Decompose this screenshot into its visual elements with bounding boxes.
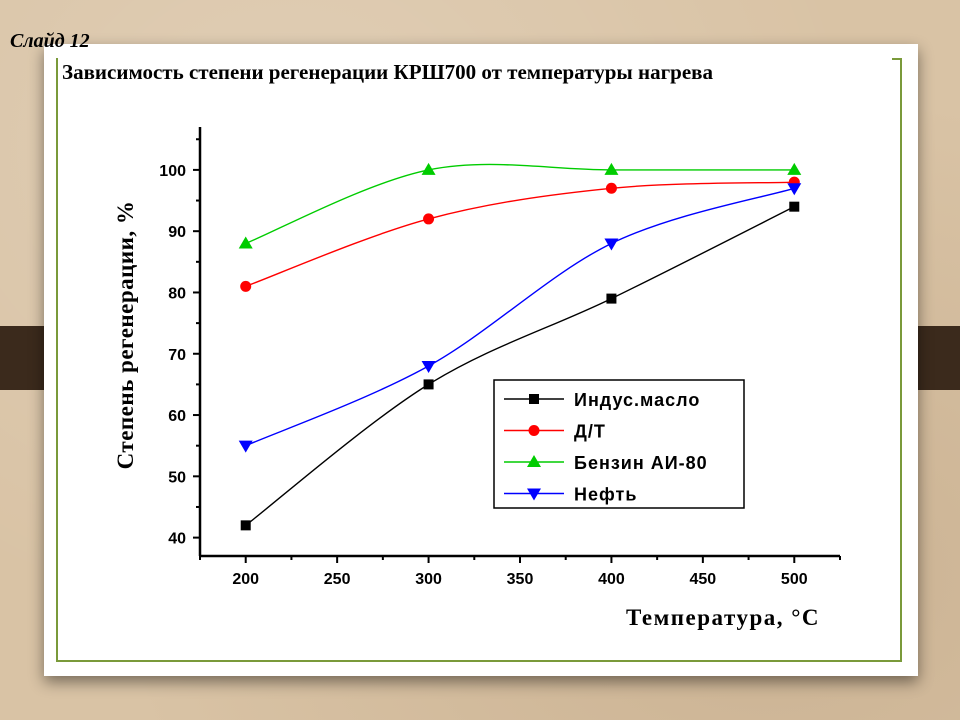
legend-marker bbox=[527, 488, 541, 501]
y-tick-label: 100 bbox=[159, 163, 186, 180]
data-point-series-3 bbox=[604, 162, 619, 175]
data-point-series-1 bbox=[789, 201, 800, 212]
data-point-series-3 bbox=[238, 236, 253, 249]
legend-marker bbox=[528, 425, 540, 436]
x-tick-label: 250 bbox=[324, 571, 351, 588]
slide-title: Зависимость степени регенерации КРШ700 о… bbox=[62, 60, 714, 84]
title-background bbox=[58, 58, 892, 88]
data-point-series-2 bbox=[423, 213, 435, 225]
y-tick-label: 50 bbox=[168, 469, 186, 486]
legend-marker bbox=[527, 455, 541, 467]
y-tick-label: 40 bbox=[168, 531, 186, 548]
data-point-series-2 bbox=[240, 280, 252, 292]
series-line-2 bbox=[245, 181, 795, 287]
legend-label: Нефть bbox=[574, 485, 637, 505]
slide-paper bbox=[44, 44, 918, 676]
y-tick-label: 70 bbox=[168, 347, 186, 364]
series-line-3 bbox=[245, 163, 795, 245]
data-point-series-4 bbox=[238, 440, 253, 453]
data-point-series-2 bbox=[605, 182, 617, 194]
data-point-series-1 bbox=[240, 520, 251, 531]
x-tick-label: 450 bbox=[690, 571, 717, 588]
y-tick-label: 60 bbox=[168, 408, 186, 425]
data-point-series-4 bbox=[787, 183, 802, 196]
legend-label: Индус.масло bbox=[574, 390, 700, 410]
x-tick-label: 400 bbox=[598, 571, 625, 588]
x-tick-label: 200 bbox=[232, 571, 259, 588]
data-point-series-3 bbox=[421, 162, 436, 175]
y-tick-label: 80 bbox=[168, 285, 186, 302]
legend-label: Д/Т bbox=[574, 422, 606, 442]
x-tick-label: 300 bbox=[415, 571, 442, 588]
data-point-series-3 bbox=[787, 162, 802, 175]
slide-number-label: Слайд 12 bbox=[10, 30, 90, 52]
series-line-1 bbox=[245, 206, 795, 526]
y-tick-label: 90 bbox=[168, 224, 186, 241]
x-axis-label: Температура, °С bbox=[626, 605, 820, 630]
series-line-4 bbox=[245, 187, 795, 447]
data-point-series-4 bbox=[604, 238, 619, 251]
data-point-series-1 bbox=[606, 293, 617, 304]
y-axis-label: Степень регенерации, % bbox=[113, 201, 138, 470]
data-point-series-4 bbox=[421, 361, 436, 374]
x-tick-label: 500 bbox=[781, 571, 808, 588]
legend-marker bbox=[529, 394, 539, 404]
data-point-series-1 bbox=[423, 379, 434, 390]
legend-label: Бензин АИ-80 bbox=[574, 453, 708, 473]
x-tick-label: 350 bbox=[507, 571, 534, 588]
